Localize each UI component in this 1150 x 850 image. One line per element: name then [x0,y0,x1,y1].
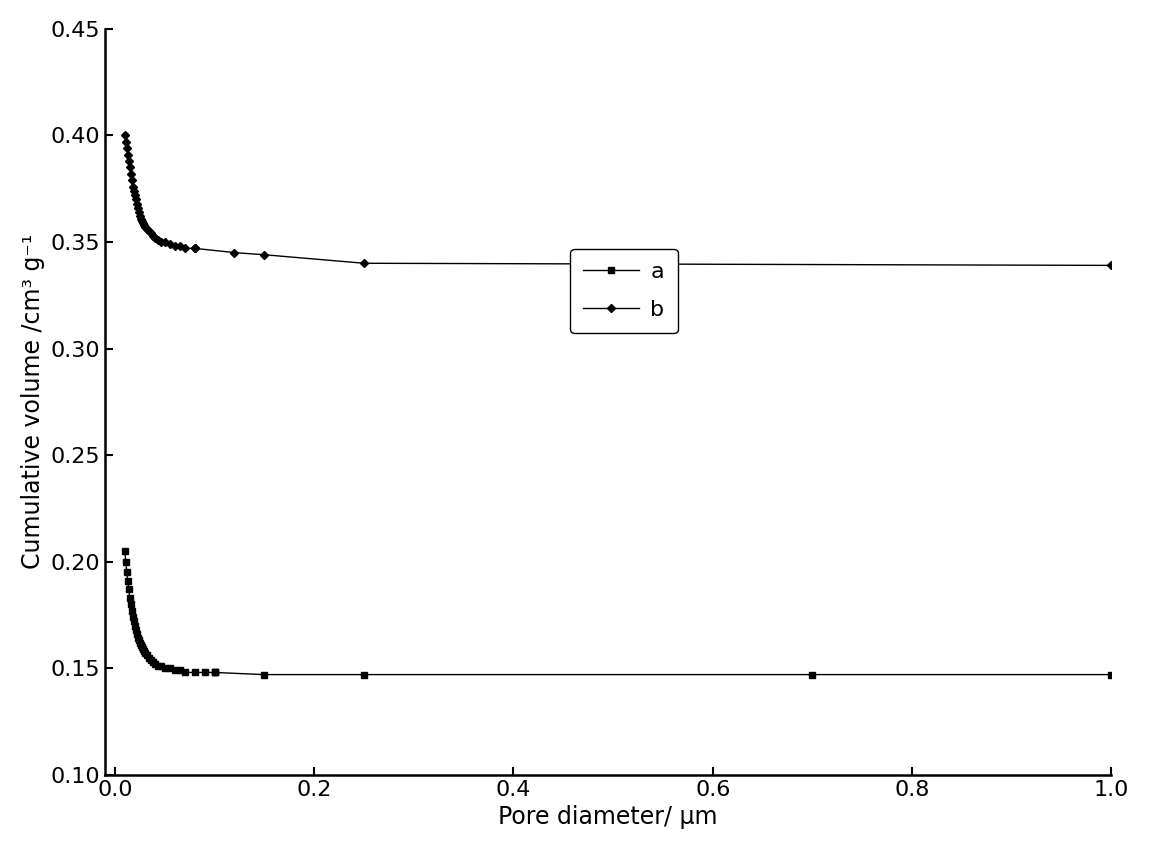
a [131,633,145,643]
a [125,612,139,622]
a [208,667,222,677]
b [187,243,201,253]
b [133,213,147,224]
a [178,667,192,677]
b [122,156,136,166]
a [133,640,147,650]
a [130,629,144,639]
a [136,644,150,654]
b [137,220,151,230]
a [137,646,151,656]
b [118,137,132,147]
a [154,661,168,672]
a [124,599,138,609]
b [136,218,150,228]
a [151,661,164,672]
a [128,620,141,631]
Line: b: b [122,133,198,251]
a [148,659,162,669]
a [118,546,132,556]
a [158,663,171,673]
b [178,243,192,253]
a [168,666,182,676]
a [126,616,140,626]
b [120,143,133,153]
b [129,195,143,205]
b [135,216,148,226]
a [120,567,133,577]
a [140,650,154,660]
b [132,207,146,218]
a [125,605,139,615]
a [129,625,143,635]
a [118,557,132,567]
a [141,653,155,663]
a [123,592,137,603]
Y-axis label: Cumulative volume /cm³ g⁻¹: Cumulative volume /cm³ g⁻¹ [21,234,45,570]
b [133,212,147,222]
b [148,233,162,243]
b [123,162,137,173]
X-axis label: Pore diameter/ μm: Pore diameter/ μm [498,805,718,829]
a [198,667,212,677]
b [151,235,164,245]
a [133,638,147,648]
b [146,230,160,241]
b [158,237,171,247]
b [125,175,139,185]
Line: a: a [122,548,217,675]
a [146,657,160,667]
a [163,663,177,673]
a [132,636,146,646]
Legend: a, b: a, b [570,249,677,333]
b [172,241,186,252]
b [130,199,144,209]
b [154,237,168,247]
b [168,241,182,252]
b [121,150,135,160]
a [138,649,152,659]
b [128,190,141,200]
b [141,226,155,236]
a [121,575,135,586]
b [138,222,152,232]
b [131,203,145,213]
b [163,239,177,249]
a [122,584,136,594]
b [140,224,154,235]
b [124,168,138,178]
a [187,667,201,677]
b [126,185,140,196]
b [125,181,139,191]
a [135,642,148,652]
b [118,130,132,140]
a [172,666,186,676]
b [144,229,158,239]
a [144,654,158,665]
